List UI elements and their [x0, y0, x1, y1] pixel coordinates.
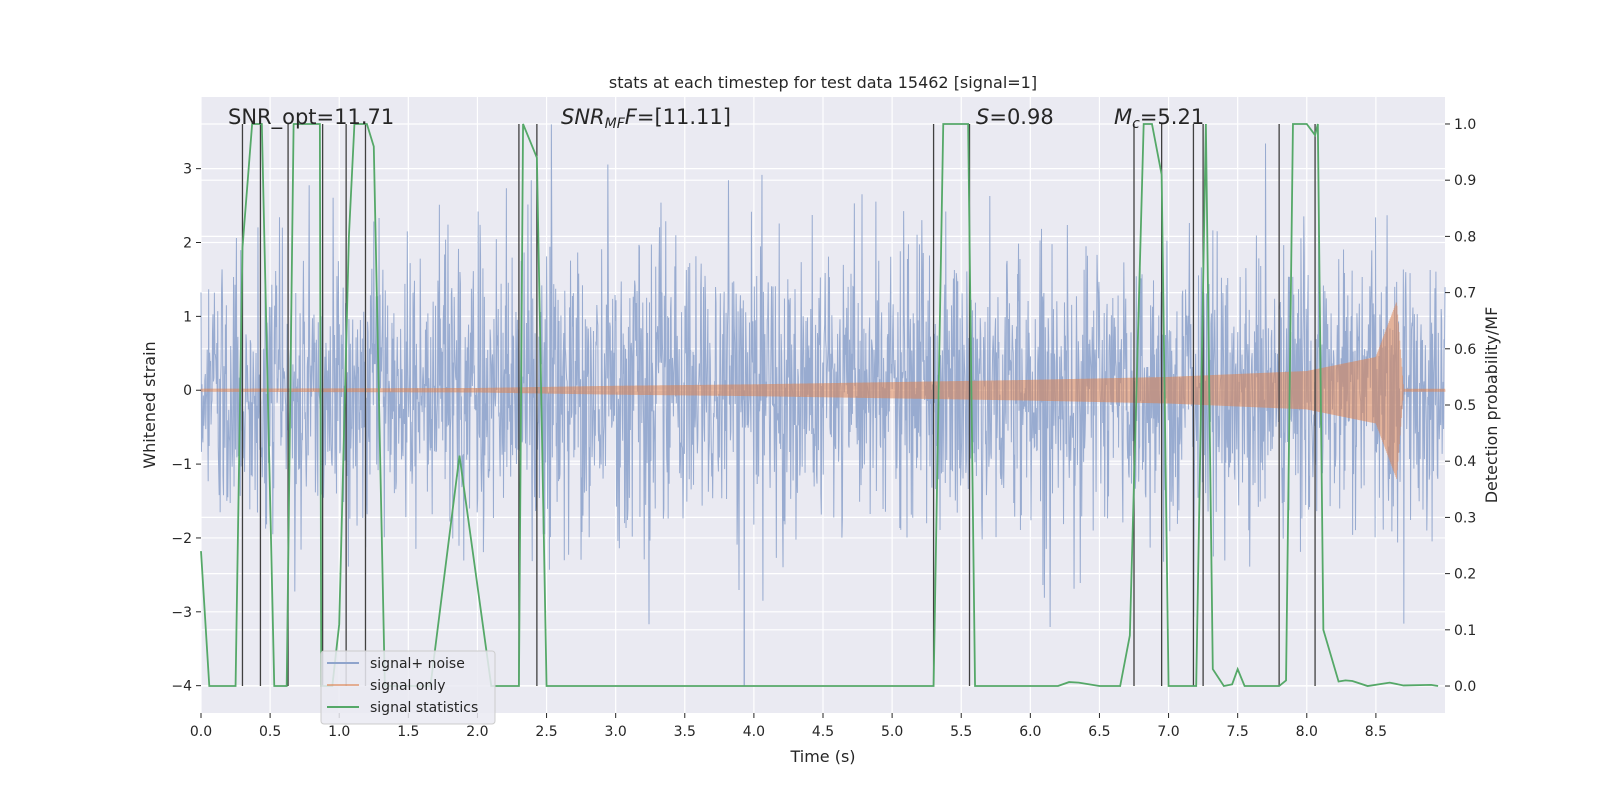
xtick-label-11: 5.5	[950, 724, 972, 740]
ytick-label-right-6: 0.6	[1454, 342, 1476, 358]
noise-series	[200, 124, 1446, 686]
ytick-label-right-9: 0.9	[1454, 173, 1476, 189]
x-axis: 0.0 0.5 1.0 1.5 2.0 2.5 3.0 3.5 4.0 4.5 5.0 5.5 6.0 6…	[190, 713, 1387, 740]
legend-label-signal: signal only	[370, 678, 445, 694]
ytick-label-right-5: 0.5	[1454, 398, 1476, 414]
y-axis-label-right: Detection probability/MF	[1482, 307, 1501, 504]
noise-line	[200, 124, 1446, 628]
annotation-mc: Mc=5.21	[1114, 105, 1204, 132]
xtick-label-16: 8.0	[1296, 724, 1318, 740]
signal-line	[200, 302, 1446, 479]
xtick-label-17: 8.5	[1365, 724, 1387, 740]
ytick-label-right-10: 1.0	[1454, 117, 1476, 133]
ytick-label-right-3: 0.3	[1454, 510, 1476, 526]
ytick-label-left-6: 2	[183, 236, 192, 252]
annotation-snr-opt: SNR_opt=11.71	[228, 105, 394, 130]
snr-mf-main: SNR	[561, 105, 605, 129]
mc-sub: c	[1132, 116, 1140, 132]
snr-mf-rest: =[11.11]	[637, 105, 731, 129]
ytick-label-right-2: 0.2	[1454, 567, 1476, 583]
xtick-label-6: 3.0	[605, 724, 627, 740]
ytick-label-right-1: 0.1	[1454, 623, 1476, 639]
ytick-label-right-0: 0.0	[1454, 679, 1476, 695]
xtick-label-5: 2.5	[535, 724, 557, 740]
legend: signal+ noise signal only signal statist…	[320, 650, 496, 725]
annotation-s: S=0.98	[976, 105, 1054, 129]
xtick-label-10: 5.0	[881, 724, 903, 740]
legend-box	[320, 650, 496, 725]
ytick-label-left-0: −4	[171, 679, 192, 695]
s-rest: =0.98	[989, 105, 1053, 129]
y-axis-right: 0.0 0.1 0.2 0.3 0.4 0.5 0.6 0.7 0.8 0.9 1.0	[1445, 117, 1476, 695]
ytick-label-right-4: 0.4	[1454, 454, 1476, 470]
xtick-label-1: 0.5	[259, 724, 281, 740]
mc-rest: =5.21	[1140, 105, 1204, 129]
xtick-label-3: 1.5	[397, 724, 419, 740]
xtick-label-0: 0.0	[190, 724, 212, 740]
xtick-label-7: 3.5	[674, 724, 696, 740]
ytick-label-left-7: 3	[183, 162, 192, 178]
xtick-label-13: 6.5	[1088, 724, 1110, 740]
xtick-label-14: 7.0	[1157, 724, 1179, 740]
xtick-label-4: 2.0	[466, 724, 488, 740]
xtick-label-15: 7.5	[1227, 724, 1249, 740]
ytick-label-left-1: −3	[171, 605, 192, 621]
xtick-label-9: 4.5	[812, 724, 834, 740]
mc-main: M	[1114, 105, 1132, 129]
snr-mf-sub: MF	[605, 116, 626, 132]
y-axis-left: −4 −3 −2 −1 0 1 2 3	[171, 162, 201, 695]
legend-label-noise: signal+ noise	[370, 656, 465, 672]
ytick-label-right-8: 0.8	[1454, 229, 1476, 245]
ytick-label-left-2: −2	[171, 531, 192, 547]
snr-mf-f: F	[625, 105, 638, 129]
chart-title: stats at each timestep for test data 154…	[609, 73, 1037, 92]
ytick-label-left-5: 1	[183, 309, 192, 325]
xtick-label-8: 4.0	[743, 724, 765, 740]
y-axis-label: Whitened strain	[140, 341, 159, 468]
xtick-label-2: 1.0	[328, 724, 350, 740]
xtick-label-12: 6.0	[1019, 724, 1041, 740]
ytick-label-left-3: −1	[171, 457, 192, 473]
annotation-snr-mf: SNRMFF=[11.11]	[561, 105, 731, 132]
s-main: S	[976, 105, 989, 129]
legend-label-stats: signal statistics	[370, 700, 478, 716]
signal-series	[200, 302, 1446, 479]
x-axis-label: Time (s)	[789, 747, 855, 766]
ytick-label-left-4: 0	[183, 383, 192, 399]
ytick-label-right-7: 0.7	[1454, 286, 1476, 302]
